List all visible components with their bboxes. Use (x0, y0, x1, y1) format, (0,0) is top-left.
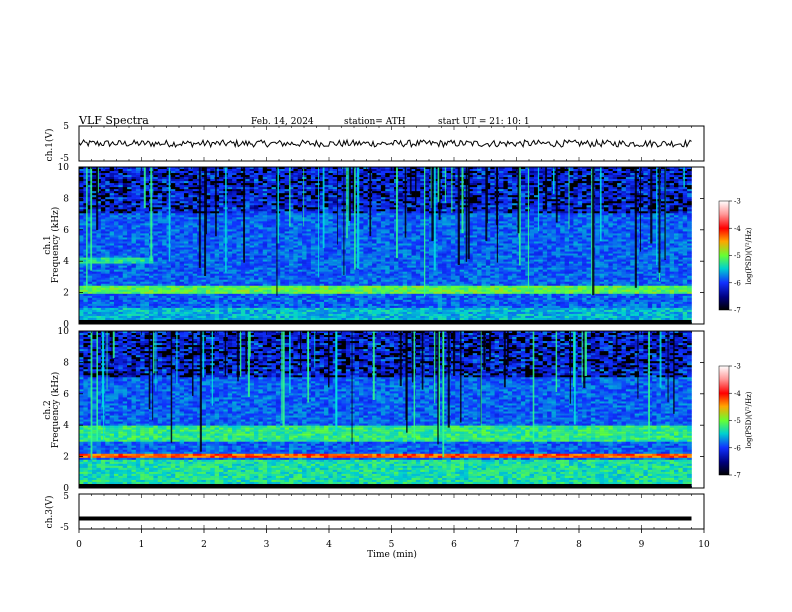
colorbar-tick-label: -5 (734, 417, 741, 425)
x-tick-label: 2 (201, 540, 207, 550)
ch1-colorbar: -3 -4 -5 -6 -7 log(PSD)(V²/Hz) (719, 198, 753, 315)
x-tick-label: 0 (76, 540, 82, 550)
ch2-freq-tick: 8 (63, 358, 69, 368)
ch1-freq-tick: 2 (63, 289, 69, 299)
x-tick-label: 6 (451, 540, 457, 550)
ch2-spectrogram (79, 331, 704, 488)
ch1-freq-tick: 8 (63, 194, 69, 204)
ch2-freq-tick: 10 (58, 327, 70, 337)
vlf-spectra-figure: VLF Spectra Feb. 14, 2024 station= ATH s… (0, 0, 792, 612)
x-tick-label: 1 (139, 540, 145, 550)
colorbar-tick-label: -3 (734, 363, 741, 371)
ch3-waveform-frame (79, 494, 704, 529)
ch1-waveform-trace (79, 140, 692, 147)
colorbar-tick-label: -4 (734, 390, 741, 398)
ch1-frequency-label: Frequency (kHz) (50, 207, 61, 284)
ch3-ytick: -5 (60, 523, 69, 533)
colorbar-tick-label: -6 (734, 279, 741, 287)
x-tick-label: 9 (639, 540, 645, 550)
ch1-ylabel: ch.1(V) (44, 129, 55, 162)
ch1-ytick: 5 (63, 122, 69, 132)
ch1-freq-tick: 10 (58, 163, 70, 173)
x-axis-label: Time (min) (367, 549, 417, 560)
ch1-freq-tick: 4 (63, 257, 69, 267)
ch2-colorbar-label: log(PSD)(V²/Hz) (745, 391, 753, 448)
colorbar-tick-label: -7 (734, 307, 741, 315)
x-tick-label: 10 (698, 540, 710, 550)
x-tick-label: 8 (576, 540, 582, 550)
ch2-colorbar: -3 -4 -5 -6 -7 log(PSD)(V²/Hz) (719, 363, 753, 480)
figure-title: VLF Spectra (78, 114, 149, 127)
x-tick-label: 4 (326, 540, 332, 550)
ch3-ylabel: ch.3(V) (44, 496, 55, 529)
colorbar-tick-label: -6 (734, 444, 741, 452)
ch2-freq-tick: 4 (63, 421, 69, 431)
ch1-spectrogram (79, 167, 704, 324)
ch2-freq-tick: 6 (63, 390, 69, 400)
x-tick-label: 3 (264, 540, 270, 550)
ch1-freq-tick: 6 (63, 226, 69, 236)
ch2-freq-tick: 2 (63, 453, 69, 463)
colorbar-tick-label: -4 (734, 225, 741, 233)
ch3-ytick: 5 (63, 492, 69, 502)
x-tick-label: 7 (514, 540, 520, 550)
ch1-colorbar-label: log(PSD)(V²/Hz) (745, 227, 753, 284)
colorbar-tick-label: -5 (734, 252, 741, 260)
colorbar-tick-label: -3 (734, 198, 741, 206)
ch2-frequency-label: Frequency (kHz) (50, 372, 61, 449)
colorbar-tick-label: -7 (734, 472, 741, 480)
x-tick-label: 5 (389, 540, 395, 550)
